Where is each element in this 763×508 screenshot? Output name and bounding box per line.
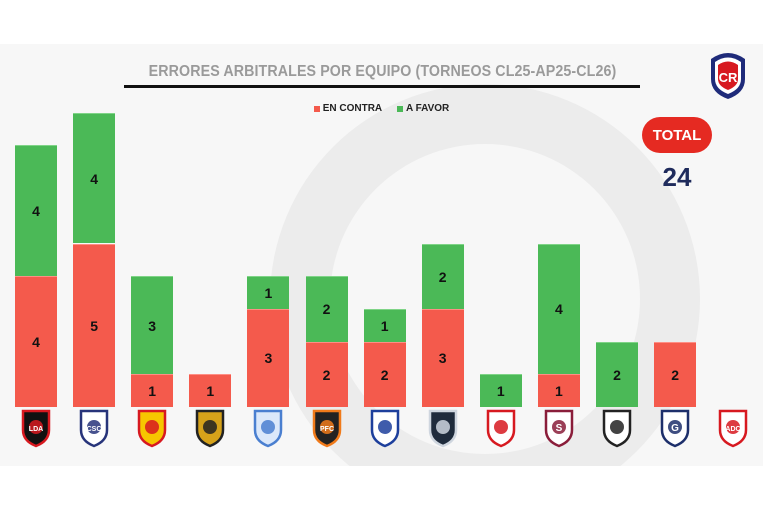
data-label: 3 [148,317,157,334]
legend-item-en-contra: EN CONTRA [313,103,383,114]
data-label: 4 [554,301,563,318]
team-logo-8 [422,408,464,448]
legend-swatch-red [313,105,320,112]
svg-text:S: S [556,423,563,434]
data-label: 1 [148,383,157,400]
team-logo-12: G [654,408,696,448]
title-underline [124,85,640,88]
team-logo-10: S [538,408,580,448]
bar-en-contra-4: 1 [189,374,232,407]
svg-text:LDA: LDA [29,426,43,433]
data-label: 4 [90,170,98,187]
bar-en-contra-2: 5 [73,243,116,407]
total-value: 24 [662,162,692,192]
bar-en-contra-8: 3 [421,308,464,407]
data-label: 3 [264,350,273,367]
team-logo-3 [131,408,173,448]
data-label: 1 [206,383,215,400]
data-label: 1 [554,383,563,400]
legend-label: A FAVOR [405,103,450,114]
team-logo-7 [364,408,406,448]
data-label: 1 [496,383,505,400]
bar-a-favor-11: 2 [596,341,638,407]
bar-en-contra-12: 2 [654,341,697,407]
bar-a-favor-5: 1 [247,276,290,309]
bar-a-favor-8: 2 [421,243,464,309]
bar-en-contra-6: 2 [305,341,348,407]
total-badge: TOTAL [642,117,712,153]
team-logo-1: LDA [15,408,57,448]
data-label: 1 [264,285,273,302]
svg-text:CR: CR [719,70,738,85]
team-logo-6: PFC [306,408,348,448]
bar-a-favor-3: 3 [131,276,174,375]
chart-title: ERRORES ARBITRALES POR EQUIPO (TORNEOS C… [148,63,617,80]
bar-en-contra-3: 1 [131,374,174,407]
svg-text:CSC: CSC [87,426,102,433]
bar-a-favor-6: 2 [305,276,348,342]
bar-a-favor-2: 4 [73,112,116,244]
svg-text:ADC: ADC [726,426,741,433]
data-label: 4 [32,203,40,220]
bar-en-contra-5: 3 [247,308,290,407]
data-label: 5 [90,317,98,334]
data-label: 3 [438,350,447,367]
team-logo-9 [480,408,522,448]
data-label: 2 [322,366,331,383]
bar-en-contra-10: 1 [537,374,580,407]
bar-en-contra-7: 2 [363,341,406,407]
legend-label: EN CONTRA [322,103,383,114]
legend: EN CONTRA A FAVOR [0,103,763,115]
data-label: 2 [380,366,389,383]
team-logo-2: CSC [73,408,115,448]
team-logo-13: ADC [712,408,754,448]
data-label: 4 [32,334,40,351]
team-logo-5 [247,408,289,448]
data-label: 2 [671,366,679,383]
bar-a-favor-7: 1 [363,308,406,342]
bar-a-favor-10: 4 [537,243,580,375]
legend-swatch-green [396,105,403,112]
data-label: 2 [438,268,447,285]
federation-crest-logo: CR [707,49,749,106]
bar-en-contra-1: 4 [15,276,57,407]
team-logo-4 [189,408,231,448]
data-label: 2 [613,366,621,383]
bar-a-favor-1: 4 [15,145,57,277]
team-logo-11 [596,408,638,448]
data-label: 1 [380,317,389,334]
svg-text:PFC: PFC [320,426,334,433]
data-label: 2 [322,301,331,318]
svg-text:G: G [671,423,679,434]
legend-item-a-favor: A FAVOR [396,103,450,114]
bar-a-favor-9: 1 [479,374,522,407]
